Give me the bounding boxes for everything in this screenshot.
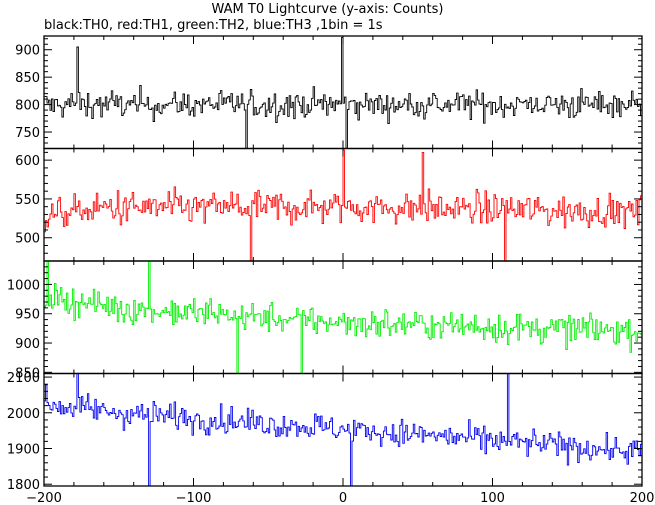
x-tick-label: 0 bbox=[339, 491, 347, 505]
y-tick-label: 1800 bbox=[7, 478, 40, 493]
y-tick-label: 2000 bbox=[7, 407, 40, 422]
y-tick-label: 900 bbox=[15, 44, 40, 59]
series-line-th1 bbox=[44, 149, 643, 262]
y-tick-label: 2100 bbox=[7, 371, 40, 386]
y-tick-label: 850 bbox=[15, 71, 40, 86]
x-tick-label: −100 bbox=[176, 491, 212, 505]
x-tick-label: −200 bbox=[26, 491, 62, 505]
series-line-th0 bbox=[44, 37, 643, 149]
x-tick-label: 200 bbox=[630, 491, 655, 505]
y-tick-label: 950 bbox=[15, 308, 40, 323]
y-tick-label: 850 bbox=[15, 366, 40, 381]
y-tick-label: 1900 bbox=[7, 443, 40, 458]
y-tick-label: 600 bbox=[15, 154, 40, 169]
y-tick-label: 800 bbox=[15, 99, 40, 114]
y-tick-label: 550 bbox=[15, 193, 40, 208]
y-tick-label: 1000 bbox=[7, 278, 40, 293]
y-tick-label: 500 bbox=[15, 232, 40, 247]
chart-title: WAM T0 Lightcurve (y-axis: Counts) bbox=[211, 2, 444, 17]
y-tick-label: 750 bbox=[15, 126, 40, 141]
series-line-th3 bbox=[44, 373, 643, 487]
y-tick-label: 900 bbox=[15, 337, 40, 352]
series-line-th2 bbox=[44, 260, 643, 374]
chart-subtitle: black:TH0, red:TH1, green:TH2, blue:TH3 … bbox=[44, 18, 383, 33]
x-tick-label: 100 bbox=[480, 491, 505, 505]
panel-frame-th3 bbox=[43, 372, 643, 487]
